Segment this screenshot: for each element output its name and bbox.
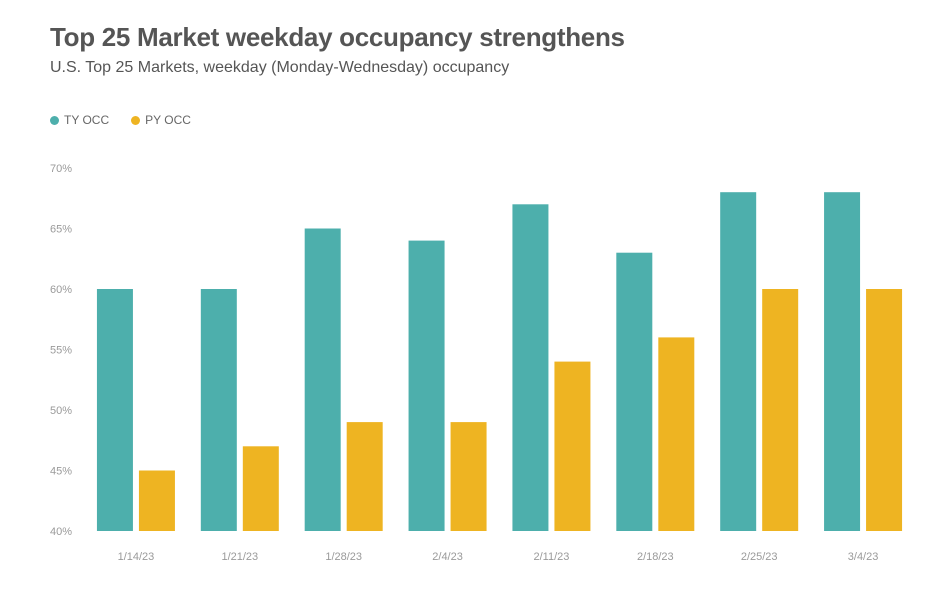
x-tick-label: 3/4/23 bbox=[848, 551, 879, 563]
bar-ty bbox=[616, 252, 653, 531]
bar-ty bbox=[824, 192, 861, 531]
legend: TY OCC PY OCC bbox=[50, 113, 213, 127]
y-tick-label: 45% bbox=[50, 466, 72, 478]
legend-item-py: PY OCC bbox=[131, 113, 191, 127]
chart-subtitle: U.S. Top 25 Markets, weekday (Monday-Wed… bbox=[50, 59, 510, 76]
legend-swatch-py bbox=[131, 115, 141, 125]
x-tick-label: 2/18/23 bbox=[637, 551, 674, 563]
bar-py bbox=[138, 470, 175, 531]
bar-py bbox=[866, 289, 903, 531]
x-tick-label: 1/14/23 bbox=[118, 551, 155, 563]
bar-py bbox=[450, 422, 487, 531]
y-tick-label: 70% bbox=[50, 163, 72, 175]
chart-title: Top 25 Market weekday occupancy strength… bbox=[50, 22, 625, 52]
bar-py bbox=[658, 337, 695, 531]
y-tick-label: 40% bbox=[50, 526, 72, 538]
bar-py bbox=[346, 422, 383, 531]
bar-ty bbox=[408, 240, 445, 531]
y-tick-label: 55% bbox=[50, 345, 72, 357]
x-tick-label: 2/4/23 bbox=[432, 551, 463, 563]
bar-py bbox=[762, 289, 799, 531]
legend-swatch-ty bbox=[50, 115, 59, 125]
bar-py bbox=[242, 446, 279, 531]
legend-label-py: PY OCC bbox=[145, 113, 191, 127]
legend-item-ty: TY OCC bbox=[50, 113, 109, 127]
x-tick-label: 2/25/23 bbox=[741, 551, 778, 563]
x-tick-label: 1/28/23 bbox=[325, 551, 362, 563]
bar-ty bbox=[96, 289, 133, 531]
y-tick-label: 65% bbox=[50, 224, 72, 236]
bar-ty bbox=[200, 289, 237, 531]
bar-py bbox=[554, 361, 591, 531]
bar-ty bbox=[512, 204, 549, 532]
y-tick-label: 60% bbox=[50, 284, 72, 296]
bar-ty bbox=[304, 228, 341, 531]
legend-label-ty: TY OCC bbox=[64, 113, 110, 127]
x-tick-label: 2/11/23 bbox=[533, 551, 569, 563]
bar-ty bbox=[720, 192, 757, 531]
x-tick-label: 1/21/23 bbox=[221, 551, 258, 563]
y-tick-label: 50% bbox=[50, 405, 72, 417]
